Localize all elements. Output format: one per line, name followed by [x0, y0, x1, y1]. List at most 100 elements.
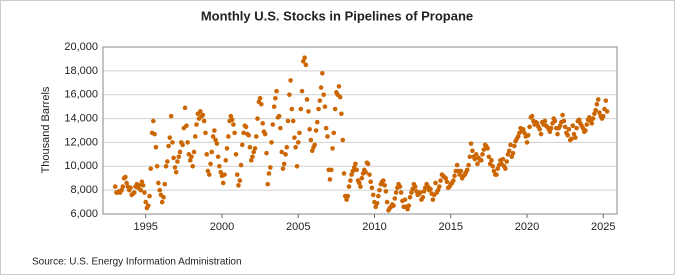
point — [583, 128, 588, 133]
x-tick-label: 2000 — [210, 221, 234, 233]
point — [213, 137, 218, 143]
point — [522, 130, 527, 136]
point — [124, 180, 129, 186]
point — [325, 134, 330, 139]
point — [208, 161, 213, 167]
point — [600, 113, 606, 119]
point — [363, 169, 368, 175]
point — [327, 177, 333, 182]
point — [438, 178, 443, 183]
point — [292, 135, 297, 140]
point — [594, 101, 600, 107]
point — [472, 156, 478, 162]
point — [185, 140, 190, 145]
point — [586, 115, 592, 120]
point — [131, 190, 137, 195]
point — [192, 134, 198, 139]
point — [512, 143, 517, 149]
point — [595, 97, 601, 102]
point — [239, 142, 245, 148]
point — [194, 122, 199, 127]
point — [220, 180, 226, 186]
point — [250, 154, 255, 160]
point — [217, 163, 222, 169]
point — [391, 203, 396, 208]
point — [377, 187, 382, 193]
point — [524, 140, 530, 145]
point — [138, 187, 143, 193]
point — [489, 158, 494, 163]
point — [279, 149, 285, 155]
point — [331, 130, 337, 136]
point — [538, 131, 544, 137]
point — [170, 140, 175, 145]
y-tick-label: 8,000 — [70, 184, 98, 196]
y-tick-label: 16,000 — [64, 89, 98, 101]
chart-title: Monthly U.S. Stocks in Pipelines of Prop… — [201, 8, 473, 23]
point — [190, 163, 195, 169]
point — [542, 118, 548, 124]
point — [443, 175, 449, 181]
point — [112, 184, 118, 189]
point — [288, 78, 293, 83]
point — [353, 161, 358, 167]
y-tick-label: 10,000 — [64, 160, 98, 172]
point — [264, 150, 269, 156]
point — [555, 131, 560, 137]
point — [148, 166, 154, 171]
point — [570, 123, 576, 129]
point — [205, 168, 211, 174]
point — [402, 197, 408, 202]
point — [420, 195, 426, 200]
point — [359, 175, 365, 181]
point — [151, 118, 156, 124]
point — [299, 88, 305, 94]
point — [566, 127, 572, 132]
point — [224, 146, 230, 151]
point — [189, 154, 194, 160]
point — [215, 154, 221, 160]
point — [349, 172, 354, 177]
point — [139, 179, 145, 185]
point — [157, 187, 163, 193]
point — [485, 146, 490, 151]
point — [468, 141, 474, 146]
point — [398, 190, 404, 195]
point — [317, 98, 323, 103]
point — [313, 128, 319, 133]
point — [412, 184, 418, 189]
point — [316, 106, 321, 112]
point — [376, 193, 381, 199]
point — [534, 121, 540, 126]
point — [529, 113, 535, 119]
point — [260, 121, 265, 126]
point — [569, 136, 574, 142]
point — [231, 122, 236, 127]
point — [393, 190, 399, 195]
point — [268, 165, 273, 170]
point — [406, 203, 412, 208]
point — [248, 158, 254, 163]
point — [348, 178, 353, 183]
point — [589, 121, 595, 126]
point — [161, 195, 166, 200]
point — [294, 163, 300, 169]
point — [168, 113, 174, 119]
point — [475, 161, 480, 167]
point — [350, 168, 356, 174]
point — [140, 183, 146, 188]
point — [306, 109, 311, 114]
point — [276, 113, 282, 119]
point — [154, 163, 160, 169]
point — [478, 158, 484, 163]
point — [214, 141, 220, 146]
point — [243, 124, 249, 130]
point — [182, 105, 188, 111]
point — [167, 135, 173, 140]
point — [571, 131, 577, 137]
point — [417, 190, 423, 195]
point — [576, 117, 582, 123]
point — [527, 124, 532, 130]
point — [409, 190, 414, 195]
point — [421, 189, 427, 194]
